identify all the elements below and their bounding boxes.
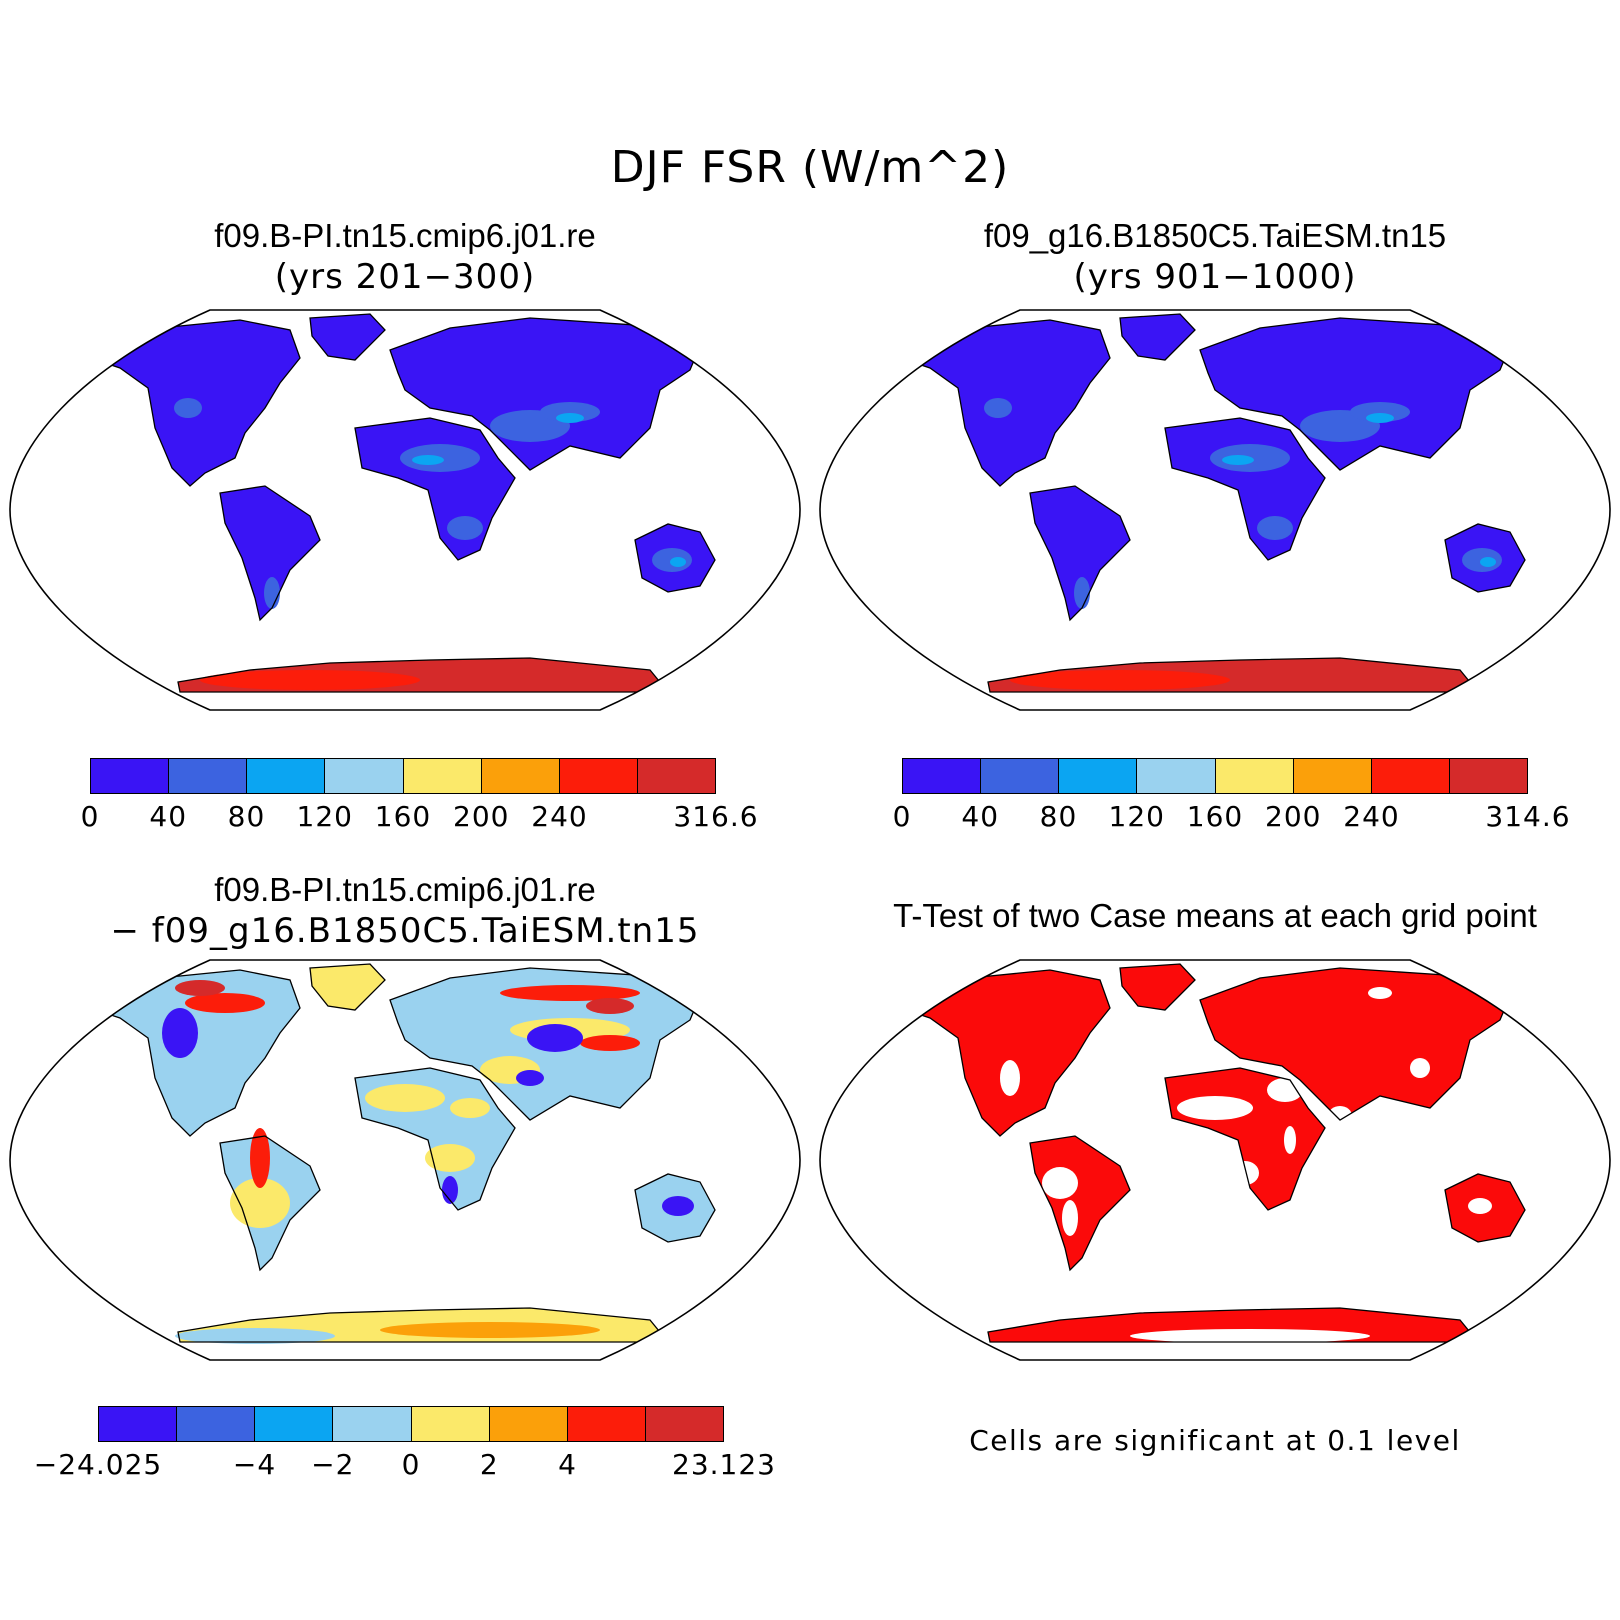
colorbar-tick-label: 200 [1265,800,1322,833]
panel-4-note: Cells are significant at 0.1 level [969,1424,1461,1457]
colorbar-tick-label: 80 [227,800,266,833]
land-greenland [1120,314,1195,360]
colorbar-tick-label: 240 [531,800,588,833]
colorbar-tick-label: 80 [1039,800,1078,833]
colorbar-swatch [1059,759,1138,793]
panel-4-title: T-Test of two Case means at each grid po… [893,897,1537,934]
panel-1-map [9,309,801,711]
land-eurasia [390,318,700,470]
colorbar-tick-label: 23.123 [672,1448,776,1481]
colorbar-swatch [1371,759,1450,793]
panel-2-subtitle: (yrs 901−1000) [1073,257,1357,297]
colorbar-tick-label: −24.025 [33,1448,163,1481]
map-frame [9,959,801,1361]
colorbar-swatch [1293,759,1372,793]
panel-3-colorbar [98,1406,724,1442]
panel-1-title: f09.B-PI.tn15.cmip6.j01.re [214,217,596,254]
panel-1-colorbar [90,758,716,794]
land-eurasia [1200,968,1510,1120]
colorbar-swatch [1137,759,1216,793]
colorbar-tick-label: 0 [892,800,912,833]
map-frame [9,309,801,711]
colorbar-swatch [247,759,326,793]
land-greenland [310,964,385,1010]
panel-3-title: f09.B-PI.tn15.cmip6.j01.re [214,871,596,908]
colorbar-tick-label: 160 [1186,800,1244,833]
colorbar-swatch [567,1407,646,1441]
panel-3-colorbar-labels: −24.025 −4 −2 0 2 4 23.123 [34,1448,775,1482]
colorbar-tick-label: 160 [374,800,432,833]
colorbar-swatch [1449,759,1527,793]
colorbar-swatch [177,1407,256,1441]
panel-2-colorbar-labels: 0 40 80 120 160 200 240 314.6 [893,800,1570,834]
panel-3-map [9,959,801,1361]
colorbar-swatch [403,759,482,793]
land-greenland [1120,964,1195,1010]
colorbar-tick-label: 2 [479,1448,499,1481]
land-africa [355,418,515,560]
colorbar-swatch [637,759,715,793]
land-northAmerica [900,970,1110,1136]
colorbar-tick-label: 0 [401,1448,421,1481]
colorbar-tick-label: 0 [80,800,100,833]
colorbar-swatch [99,1407,178,1441]
colorbar-swatch [481,759,560,793]
land-eurasia [1200,318,1510,470]
colorbar-swatch [981,759,1060,793]
colorbar-tick-label: 314.6 [1485,800,1571,833]
colorbar-tick-label: 316.6 [673,800,759,833]
colorbar-swatch [489,1407,568,1441]
colorbar-swatch [255,1407,334,1441]
map-frame [819,309,1611,711]
main-title: DJF FSR (W/m^2) [610,142,1010,193]
panel-1-colorbar-labels: 0 40 80 120 160 200 240 316.6 [81,800,758,834]
map-frame [819,959,1611,1361]
land-northAmerica [90,970,300,1136]
land-southAmerica [1030,486,1130,620]
land-greenland [310,314,385,360]
panel-2-title: f09_g16.B1850C5.TaiESM.tn15 [983,217,1447,254]
colorbar-tick-label: 40 [149,800,188,833]
colorbar-tick-label: 4 [558,1448,577,1481]
colorbar-swatch [411,1407,490,1441]
panel-2-map [819,309,1611,711]
panel-3-subtitle: − f09_g16.B1850C5.TaiESM.tn15 [110,911,700,951]
colorbar-swatch [91,759,170,793]
colorbar-swatch [903,759,982,793]
colorbar-tick-label: 200 [453,800,510,833]
colorbar-tick-label: 40 [961,800,1000,833]
colorbar-swatch [169,759,248,793]
colorbar-swatch [325,759,404,793]
colorbar-tick-label: 240 [1343,800,1400,833]
colorbar-tick-label: 120 [1108,800,1165,833]
land-southAmerica [220,486,320,620]
colorbar-tick-label: 120 [296,800,353,833]
land-africa [1165,418,1325,560]
colorbar-tick-label: −2 [311,1448,355,1481]
colorbar-swatch [1215,759,1294,793]
land-southAmerica [1030,1136,1130,1270]
colorbar-tick-label: −4 [232,1448,277,1481]
panel-4-map [819,959,1611,1361]
colorbar-swatch [333,1407,412,1441]
colorbar-swatch [645,1407,723,1441]
panel-1-subtitle: (yrs 201−300) [274,257,536,297]
panel-2-colorbar [902,758,1528,794]
colorbar-swatch [559,759,638,793]
